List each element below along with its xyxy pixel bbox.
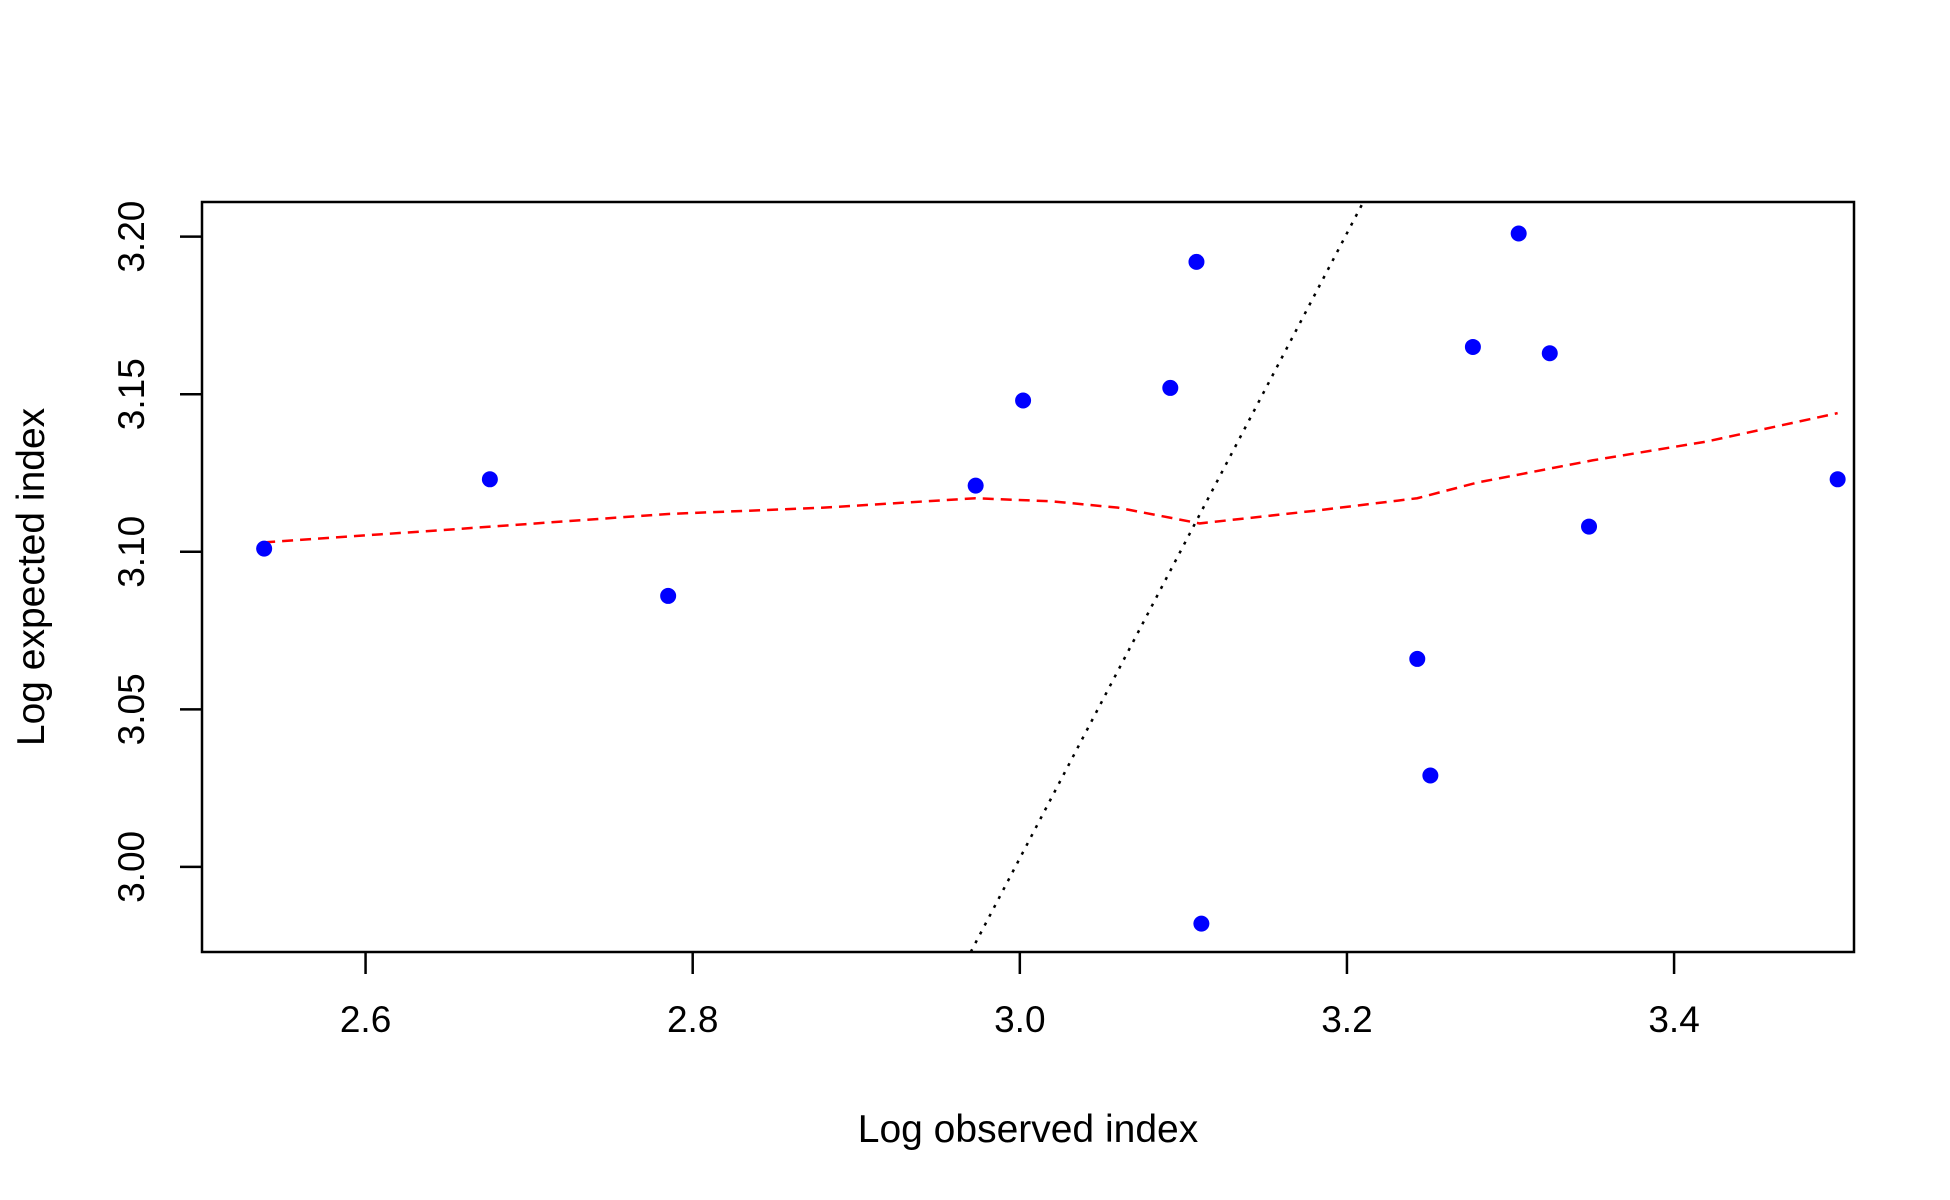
x-axis: 2.6 2.8 3.0 3.2 3.4	[340, 952, 1700, 1040]
data-point-12	[1541, 345, 1558, 362]
smooth-line	[264, 411, 1838, 544]
data-point-8	[1409, 650, 1426, 667]
data-point-7	[1193, 915, 1210, 932]
x-tick-label-4: 3.4	[1648, 999, 1699, 1040]
y-tick-label-4: 3.20	[111, 201, 152, 273]
y-axis: 3.00 3.05 3.10 3.15 3.20	[111, 201, 202, 903]
y-axis-title: Log expected index	[10, 407, 53, 746]
x-tick-label-3: 3.2	[1321, 999, 1372, 1040]
x-tick-label-0: 2.6	[340, 999, 391, 1040]
data-point-10	[1464, 338, 1481, 355]
data-point-5	[1162, 379, 1179, 396]
y-tick-label-0: 3.00	[111, 831, 152, 903]
series-layer	[264, 202, 1838, 952]
y-tick-label-3: 3.15	[111, 358, 152, 430]
x-axis-title: Log observed index	[858, 1108, 1199, 1151]
data-point-14	[1829, 471, 1846, 488]
x-tick-label-2: 3.0	[994, 999, 1045, 1040]
y-tick-label-1: 3.05	[111, 673, 152, 745]
x-tick-label-1: 2.8	[667, 999, 718, 1040]
y-tick-label-2: 3.10	[111, 516, 152, 588]
data-point-1	[481, 471, 498, 488]
points-layer	[256, 225, 1846, 932]
data-point-4	[1015, 392, 1032, 409]
data-point-11	[1510, 225, 1527, 242]
data-point-2	[660, 587, 677, 604]
reference-line	[969, 202, 1365, 952]
data-point-13	[1581, 518, 1598, 535]
plot-frame	[200, 200, 1856, 954]
data-point-3	[967, 477, 984, 494]
data-point-6	[1188, 253, 1205, 270]
data-point-9	[1422, 767, 1439, 784]
data-point-0	[256, 540, 273, 557]
